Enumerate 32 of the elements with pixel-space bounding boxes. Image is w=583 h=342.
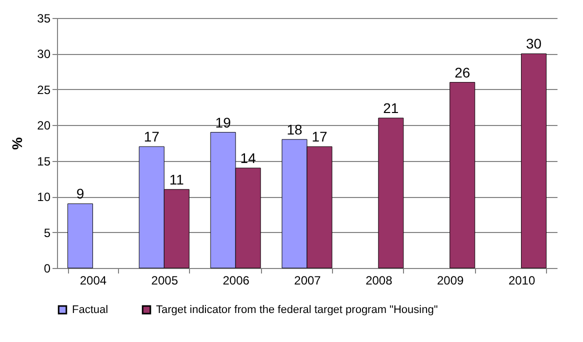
legend-label: Factual <box>72 304 108 316</box>
data-label: 11 <box>169 171 184 188</box>
y-axis-title: % <box>9 136 26 150</box>
x-tick-label: 2005 <box>151 274 178 288</box>
bar <box>450 82 476 268</box>
data-label: 17 <box>312 128 328 145</box>
y-tick-label: 25 <box>37 82 51 97</box>
y-tick-label: 35 <box>37 12 51 26</box>
y-tick-label: 10 <box>37 190 51 204</box>
bar <box>67 203 93 268</box>
x-tick-label: 2006 <box>222 274 250 288</box>
x-tick-label: 2004 <box>80 274 107 288</box>
x-tick-label: 2008 <box>366 274 393 288</box>
data-label: 18 <box>286 121 302 138</box>
data-label: 14 <box>240 150 256 166</box>
data-label: 19 <box>215 114 232 130</box>
y-tick-label: 30 <box>37 47 51 62</box>
x-tick-label: 2007 <box>294 274 322 288</box>
data-label: 26 <box>454 64 470 80</box>
bar <box>378 118 404 268</box>
legend-label: Target indicator from the federal target program "Housing" <box>156 304 438 316</box>
y-tick-label: 15 <box>37 154 51 168</box>
data-label: 30 <box>526 36 542 52</box>
x-tick-label: 2009 <box>437 274 464 288</box>
y-tick-label: 5 <box>44 226 51 240</box>
y-tick-label: 20 <box>37 118 51 133</box>
bar <box>521 53 547 268</box>
x-tick-label: 2010 <box>508 274 536 288</box>
data-label: 21 <box>383 100 399 116</box>
data-label: 17 <box>144 128 160 145</box>
y-tick-label: 0 <box>44 262 51 276</box>
data-label: 9 <box>76 186 84 202</box>
